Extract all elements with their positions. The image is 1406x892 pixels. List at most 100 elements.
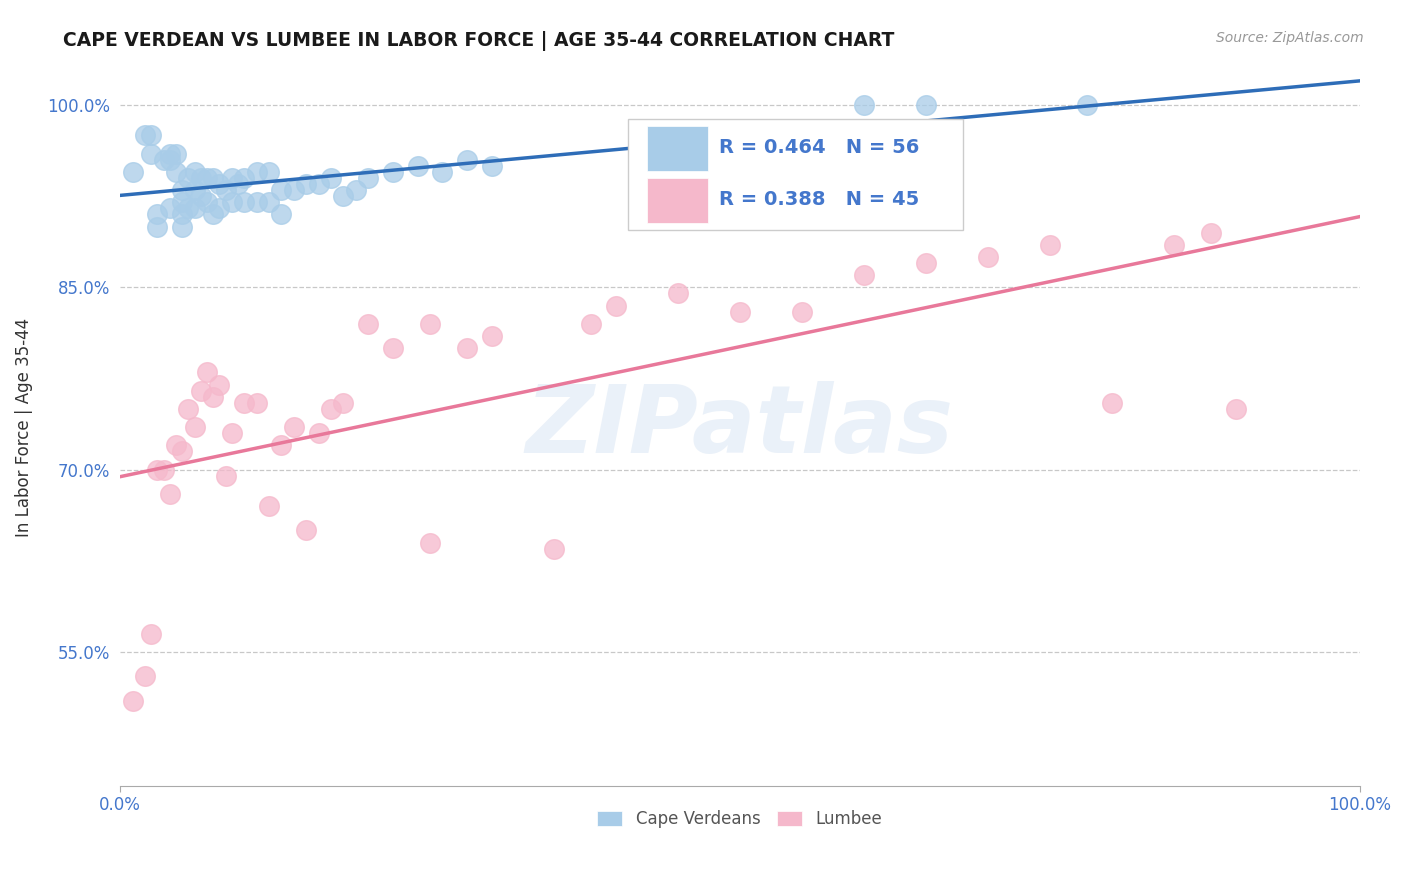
Point xyxy=(226,177,249,191)
Point xyxy=(728,304,751,318)
Point xyxy=(233,396,256,410)
Point xyxy=(183,183,205,197)
Point xyxy=(308,426,330,441)
Point xyxy=(257,165,280,179)
Point xyxy=(141,146,163,161)
Point xyxy=(183,165,205,179)
Point xyxy=(159,487,181,501)
Point xyxy=(195,170,218,185)
Point xyxy=(406,159,429,173)
Point xyxy=(319,401,342,416)
Point xyxy=(283,183,305,197)
Point xyxy=(246,165,269,179)
Point xyxy=(141,627,163,641)
Point xyxy=(165,146,187,161)
Point xyxy=(381,341,404,355)
Point xyxy=(332,189,354,203)
Point xyxy=(257,499,280,513)
Text: CAPE VERDEAN VS LUMBEE IN LABOR FORCE | AGE 35-44 CORRELATION CHART: CAPE VERDEAN VS LUMBEE IN LABOR FORCE | … xyxy=(63,31,894,51)
Point xyxy=(159,146,181,161)
Point xyxy=(121,694,143,708)
Text: Source: ZipAtlas.com: Source: ZipAtlas.com xyxy=(1216,31,1364,45)
Point xyxy=(456,341,478,355)
Point xyxy=(233,195,256,210)
Point xyxy=(419,535,441,549)
Point xyxy=(1101,396,1123,410)
Point xyxy=(146,219,169,234)
Point xyxy=(319,170,342,185)
Point xyxy=(543,541,565,556)
Point xyxy=(977,250,1000,264)
Point xyxy=(579,317,602,331)
Point xyxy=(1225,401,1247,416)
Point xyxy=(172,183,194,197)
Point xyxy=(481,159,503,173)
Point xyxy=(190,170,212,185)
Text: ZIPatlas: ZIPatlas xyxy=(526,381,953,473)
Point xyxy=(456,153,478,167)
Point xyxy=(605,299,627,313)
Point xyxy=(357,317,380,331)
Point xyxy=(208,377,231,392)
Point xyxy=(214,183,236,197)
Point xyxy=(233,170,256,185)
Point xyxy=(165,165,187,179)
Point xyxy=(666,286,689,301)
Point xyxy=(172,219,194,234)
Point xyxy=(208,202,231,216)
Point xyxy=(146,207,169,221)
Point xyxy=(208,177,231,191)
Legend: Cape Verdeans, Lumbee: Cape Verdeans, Lumbee xyxy=(591,804,889,835)
Point xyxy=(481,329,503,343)
FancyBboxPatch shape xyxy=(647,178,707,223)
Point xyxy=(134,669,156,683)
Point xyxy=(270,207,292,221)
Point xyxy=(152,463,174,477)
Point xyxy=(357,170,380,185)
Point xyxy=(202,390,225,404)
Point xyxy=(295,524,318,538)
Point xyxy=(270,438,292,452)
Text: R = 0.388   N = 45: R = 0.388 N = 45 xyxy=(718,190,920,210)
Point xyxy=(270,183,292,197)
Point xyxy=(165,438,187,452)
Point xyxy=(246,195,269,210)
Point xyxy=(221,195,243,210)
Point xyxy=(121,165,143,179)
Point xyxy=(1039,237,1062,252)
Point xyxy=(419,317,441,331)
Point xyxy=(381,165,404,179)
Point xyxy=(159,153,181,167)
Point xyxy=(172,207,194,221)
Point xyxy=(172,195,194,210)
FancyBboxPatch shape xyxy=(628,119,963,230)
Point xyxy=(344,183,367,197)
Point xyxy=(177,401,200,416)
Point xyxy=(914,98,936,112)
Point xyxy=(202,170,225,185)
Point xyxy=(214,468,236,483)
Point xyxy=(257,195,280,210)
Point xyxy=(1076,98,1098,112)
Y-axis label: In Labor Force | Age 35-44: In Labor Force | Age 35-44 xyxy=(15,318,32,537)
Point xyxy=(183,202,205,216)
Point xyxy=(202,207,225,221)
Point xyxy=(332,396,354,410)
FancyBboxPatch shape xyxy=(647,127,707,170)
Point xyxy=(308,177,330,191)
Point xyxy=(195,195,218,210)
Point xyxy=(1199,226,1222,240)
Point xyxy=(432,165,454,179)
Point xyxy=(190,384,212,398)
Point xyxy=(852,98,875,112)
Point xyxy=(283,420,305,434)
Point xyxy=(177,202,200,216)
Point xyxy=(221,426,243,441)
Point xyxy=(177,170,200,185)
Point xyxy=(152,153,174,167)
Point xyxy=(221,170,243,185)
Point xyxy=(1163,237,1185,252)
Point xyxy=(295,177,318,191)
Point xyxy=(195,366,218,380)
Point xyxy=(852,268,875,283)
